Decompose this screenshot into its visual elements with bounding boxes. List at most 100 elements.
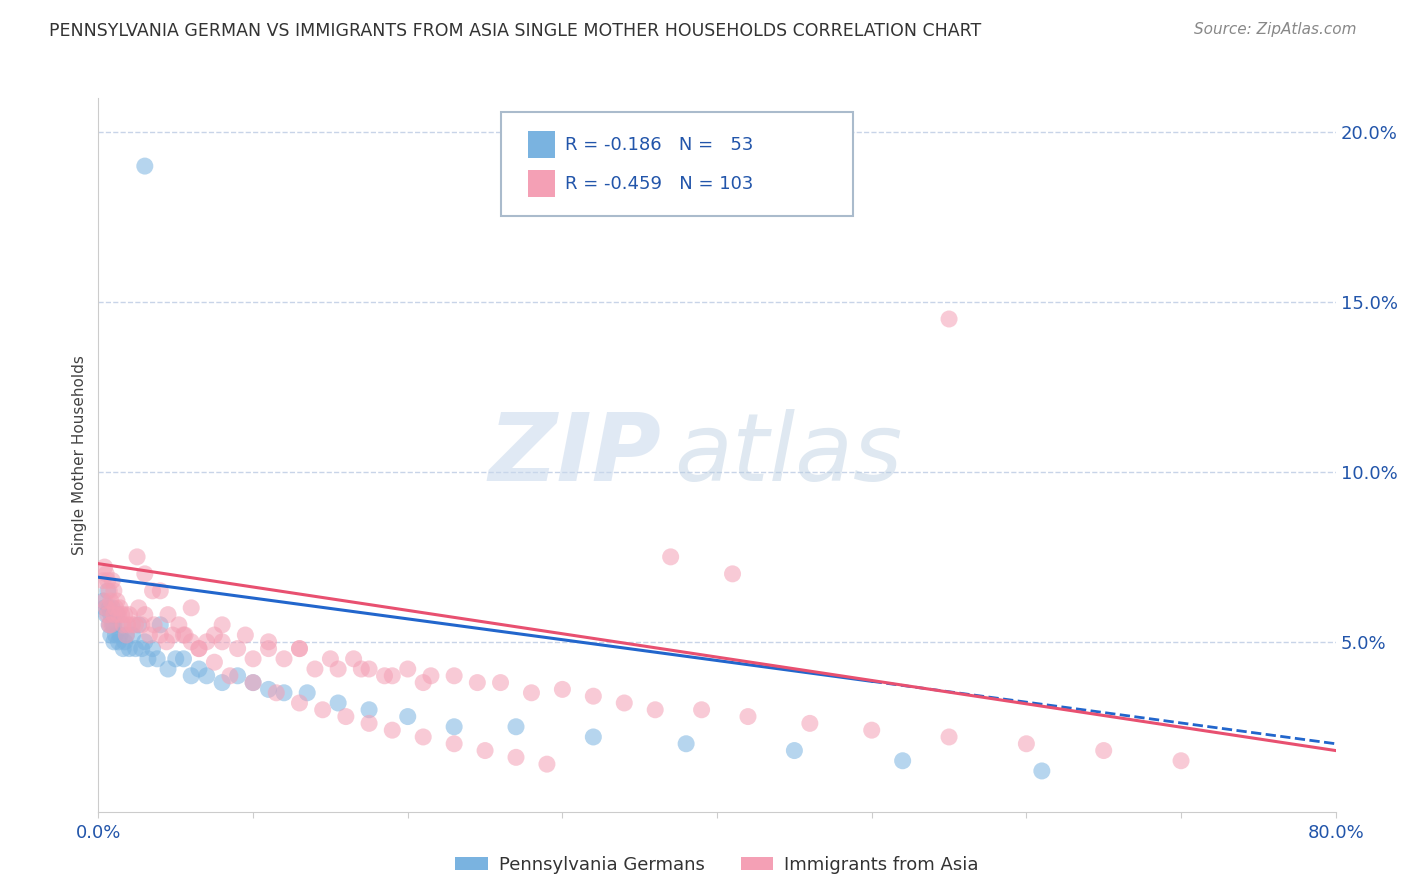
Point: [273, 652, 295, 666]
Point: [304, 662, 326, 676]
Point: [357, 703, 380, 717]
Point: [98, 583, 121, 598]
Point: [97, 583, 120, 598]
Point: [131, 617, 153, 632]
Point: [117, 617, 139, 632]
Point: [412, 675, 434, 690]
Point: [357, 662, 380, 676]
Point: [443, 737, 465, 751]
Point: [737, 709, 759, 723]
Point: [112, 617, 135, 632]
Point: [97, 574, 120, 588]
Point: [257, 641, 280, 656]
Point: [104, 628, 127, 642]
Point: [103, 607, 125, 622]
Point: [505, 750, 527, 764]
Point: [1031, 764, 1053, 778]
Text: Source: ZipAtlas.com: Source: ZipAtlas.com: [1194, 22, 1357, 37]
Point: [103, 617, 125, 632]
Point: [343, 652, 366, 666]
Point: [107, 635, 129, 649]
Point: [188, 641, 211, 656]
Point: [108, 628, 131, 642]
Point: [266, 686, 288, 700]
Point: [105, 594, 128, 608]
Point: [582, 730, 605, 744]
Point: [157, 662, 180, 676]
Point: [938, 730, 960, 744]
Point: [96, 566, 118, 581]
Point: [127, 549, 149, 564]
Point: [97, 607, 120, 622]
Point: [357, 716, 380, 731]
Text: R = -0.186   N =   53: R = -0.186 N = 53: [565, 136, 754, 153]
Point: [211, 635, 233, 649]
Point: [100, 594, 122, 608]
Point: [381, 723, 404, 738]
Point: [93, 594, 115, 608]
Point: [103, 583, 125, 598]
Point: [91, 594, 114, 608]
Point: [211, 675, 233, 690]
Point: [124, 617, 146, 632]
Point: [149, 583, 172, 598]
Point: [242, 675, 264, 690]
Point: [675, 737, 697, 751]
Point: [180, 635, 202, 649]
Point: [381, 669, 404, 683]
Point: [162, 628, 184, 642]
Point: [136, 652, 159, 666]
Point: [91, 574, 114, 588]
Point: [107, 607, 129, 622]
Point: [1015, 737, 1038, 751]
Text: atlas: atlas: [673, 409, 903, 500]
Point: [242, 675, 264, 690]
Point: [100, 617, 122, 632]
Point: [114, 607, 136, 622]
Point: [101, 574, 124, 588]
Point: [104, 600, 127, 615]
Point: [101, 600, 124, 615]
Point: [489, 675, 512, 690]
Point: [257, 682, 280, 697]
Point: [118, 641, 141, 656]
Point: [326, 662, 350, 676]
Point: [180, 600, 202, 615]
Point: [613, 696, 636, 710]
Point: [204, 655, 226, 669]
Point: [173, 652, 195, 666]
Point: [396, 662, 419, 676]
FancyBboxPatch shape: [527, 170, 555, 197]
Point: [134, 607, 156, 622]
Point: [128, 617, 150, 632]
Point: [326, 696, 350, 710]
Point: [188, 641, 211, 656]
Point: [288, 641, 311, 656]
Point: [783, 743, 806, 757]
Point: [235, 628, 257, 642]
Point: [273, 686, 295, 700]
Point: [195, 669, 218, 683]
Point: [443, 669, 465, 683]
Point: [551, 682, 574, 697]
Point: [93, 600, 115, 615]
Text: R = -0.459   N = 103: R = -0.459 N = 103: [565, 175, 754, 193]
Point: [157, 607, 180, 622]
Point: [891, 754, 914, 768]
Point: [374, 669, 396, 683]
Point: [131, 641, 153, 656]
Point: [167, 617, 190, 632]
Point: [582, 689, 605, 703]
Point: [96, 607, 118, 622]
Point: [124, 641, 146, 656]
FancyBboxPatch shape: [527, 131, 555, 158]
Point: [690, 703, 713, 717]
Point: [319, 652, 342, 666]
Point: [242, 652, 264, 666]
Point: [520, 686, 543, 700]
Point: [644, 703, 666, 717]
Point: [257, 635, 280, 649]
Point: [288, 641, 311, 656]
Point: [443, 720, 465, 734]
Point: [100, 628, 122, 642]
